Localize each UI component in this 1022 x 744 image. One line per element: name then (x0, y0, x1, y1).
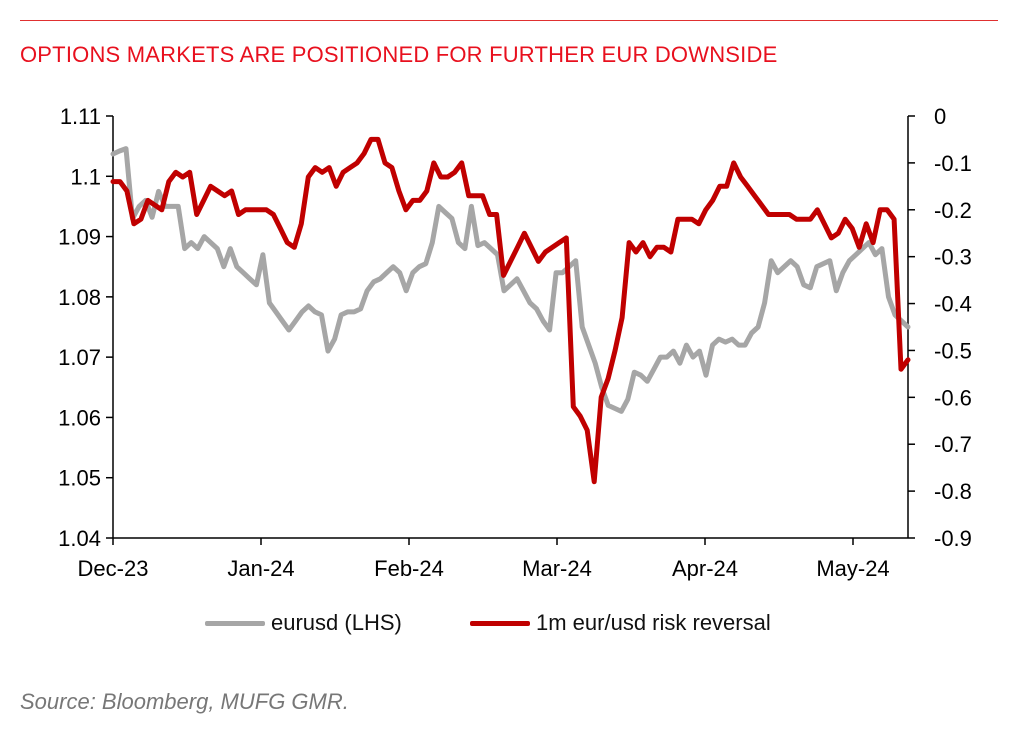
right-tick-label: -0.6 (934, 385, 972, 410)
legend-item-eurusd: eurusd (LHS) (205, 608, 402, 638)
right-tick-label: 0 (934, 104, 946, 129)
legend-label-risk-reversal: 1m eur/usd risk reversal (536, 610, 771, 635)
source-note: Source: Bloomberg, MUFG GMR. (20, 689, 349, 714)
right-tick-label: -0.3 (934, 245, 972, 270)
right-tick-label: -0.9 (934, 526, 972, 551)
left-tick-label: 1.1 (70, 164, 101, 189)
x-tick-label: Feb-24 (374, 556, 444, 581)
left-tick-label: 1.11 (60, 104, 101, 129)
left-tick-label: 1.06 (58, 405, 101, 430)
series-line-eurusd (110, 146, 911, 414)
left-tick-label: 1.04 (58, 526, 101, 551)
left-tick-label: 1.07 (58, 345, 101, 370)
legend-label-eurusd: eurusd (LHS) (271, 610, 402, 635)
right-tick-label: -0.4 (934, 292, 972, 317)
legend-swatch-risk-reversal (470, 620, 530, 626)
right-tick-label: -0.7 (934, 432, 972, 457)
x-tick-label: May-24 (816, 556, 889, 581)
x-tick-label: Dec-23 (78, 556, 149, 581)
series-line-risk-reversal (110, 136, 911, 485)
legend: eurusd (LHS) 1m eur/usd risk reversal (0, 608, 1022, 638)
legend-swatch-eurusd (205, 620, 265, 626)
top-rule (20, 20, 998, 21)
x-tick-label: Apr-24 (672, 556, 738, 581)
right-tick-label: -0.1 (934, 151, 972, 176)
right-tick-label: -0.8 (934, 479, 972, 504)
left-tick-label: 1.05 (58, 466, 101, 491)
left-tick-label: 1.08 (58, 285, 101, 310)
legend-item-risk-reversal: 1m eur/usd risk reversal (470, 608, 771, 638)
right-tick-label: -0.5 (934, 338, 972, 363)
right-tick-label: -0.2 (934, 198, 972, 223)
chart-title: OPTIONS MARKETS ARE POSITIONED FOR FURTH… (20, 42, 778, 67)
x-tick-label: Jan-24 (227, 556, 294, 581)
left-tick-label: 1.09 (58, 225, 101, 250)
x-tick-label: Mar-24 (522, 556, 592, 581)
